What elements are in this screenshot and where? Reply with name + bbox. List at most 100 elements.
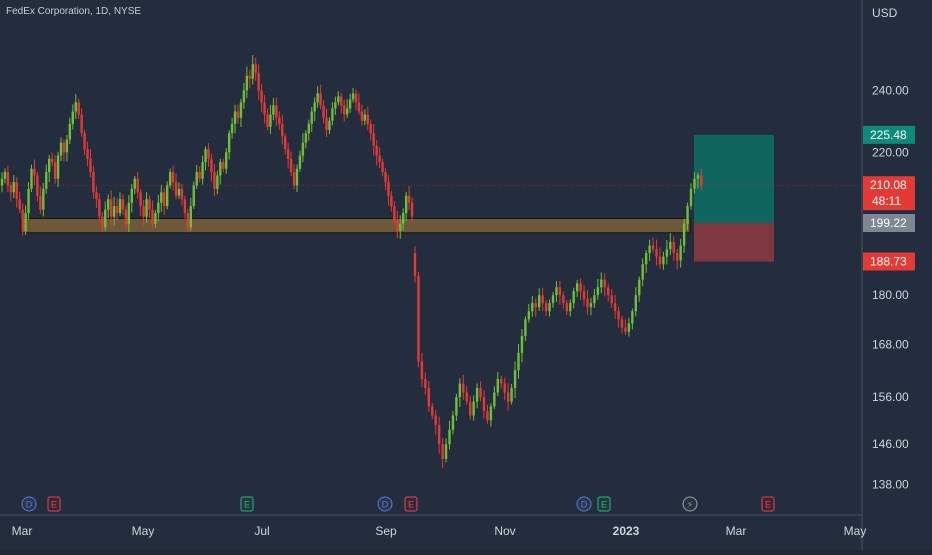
candle-body: [133, 178, 136, 189]
candle-body: [74, 102, 77, 112]
event-marker[interactable]: [47, 496, 61, 512]
candle-body: [617, 311, 620, 320]
candle-body: [142, 206, 145, 217]
symbol-title: FedEx Corporation, 1D, NYSE: [6, 6, 142, 17]
candle-body: [357, 102, 361, 112]
price-label-countdown: 48:11: [872, 194, 901, 208]
candle-body: [304, 133, 308, 143]
candle-body: [298, 155, 302, 169]
candle-body: [538, 295, 541, 308]
candle-body: [369, 123, 372, 134]
candle-body: [68, 123, 72, 140]
event-marker[interactable]: [404, 496, 418, 512]
candle-body: [548, 303, 551, 312]
stop-loss-zone[interactable]: [694, 222, 774, 262]
event-marker-label: ⚡: [687, 500, 693, 510]
event-marker[interactable]: [377, 496, 393, 512]
candle-body: [89, 158, 92, 173]
candle-body: [171, 172, 175, 183]
candle-body: [669, 241, 672, 250]
candle-body: [693, 178, 696, 189]
candle-body: [275, 105, 278, 118]
candle-body: [644, 252, 648, 265]
candle-body: [30, 168, 33, 189]
event-marker[interactable]: [240, 496, 254, 512]
candle-body: [354, 93, 358, 103]
candle-body: [517, 352, 520, 371]
candle-body: [331, 108, 334, 121]
candle-body: [524, 319, 527, 336]
candle-body: [148, 199, 151, 210]
candle-body: [204, 149, 207, 163]
candle-body: [12, 182, 15, 193]
candle-body: [136, 178, 139, 193]
candle-body: [104, 209, 107, 228]
candle-body: [225, 152, 228, 169]
candle-body: [18, 199, 21, 210]
candle-body: [387, 182, 390, 196]
candle-body: [180, 188, 184, 200]
candle-body: [92, 172, 95, 193]
event-marker-label: D: [382, 500, 389, 510]
candle-body: [603, 279, 606, 288]
candle-body: [520, 335, 524, 353]
candle-body: [50, 158, 54, 163]
candle-body: [396, 220, 399, 231]
candle-body: [257, 72, 260, 91]
candle-body: [384, 172, 387, 183]
candle-body: [272, 105, 275, 115]
candle-body: [479, 388, 482, 398]
candle-body: [260, 90, 263, 103]
candle-body: [45, 172, 48, 189]
candle-body: [575, 283, 579, 292]
candle-body: [107, 199, 110, 210]
candle-body: [62, 142, 66, 153]
candle-body: [263, 102, 266, 115]
candle-body: [42, 188, 45, 210]
profit-target-zone[interactable]: [694, 134, 774, 223]
event-marker[interactable]: [682, 496, 698, 512]
candle-body: [434, 415, 437, 426]
candle-body: [607, 287, 610, 296]
candle-body: [420, 361, 424, 380]
candle-body: [506, 392, 510, 402]
candle-body: [700, 175, 703, 186]
candle-body: [610, 295, 613, 304]
event-marker[interactable]: [21, 496, 37, 512]
candle-body: [130, 188, 133, 203]
candle-body: [286, 149, 290, 159]
candle-body: [343, 105, 346, 115]
candle-body: [390, 195, 393, 207]
event-marker[interactable]: [761, 496, 775, 512]
candle-body: [33, 168, 36, 176]
price-tick-label: 220.00: [872, 145, 909, 159]
candle-body: [360, 111, 364, 121]
candle-body: [596, 287, 600, 296]
candle-body: [527, 311, 531, 320]
price-label-badge: [863, 125, 915, 144]
candle-body: [586, 299, 589, 308]
event-marker[interactable]: [576, 496, 592, 512]
price-label-badge: [863, 252, 915, 271]
event-marker-label: D: [26, 500, 33, 510]
event-marker[interactable]: [597, 496, 611, 512]
candle-body: [325, 117, 328, 131]
candle-body: [80, 114, 83, 134]
candle-body: [310, 111, 313, 124]
event-marker-label: E: [244, 500, 250, 510]
candle-body: [638, 279, 641, 296]
currency-label: USD: [872, 6, 898, 20]
candle-body: [65, 139, 69, 153]
candle-body: [109, 199, 113, 217]
candle-body: [534, 303, 537, 308]
candle-body: [316, 93, 319, 103]
candle-body: [36, 175, 39, 196]
candle-body: [572, 291, 575, 304]
candle-body: [565, 303, 568, 312]
candle-body: [404, 195, 408, 214]
candle-body: [118, 199, 122, 214]
time-tick-label: Sep: [375, 524, 397, 538]
support-zone[interactable]: [20, 217, 691, 234]
